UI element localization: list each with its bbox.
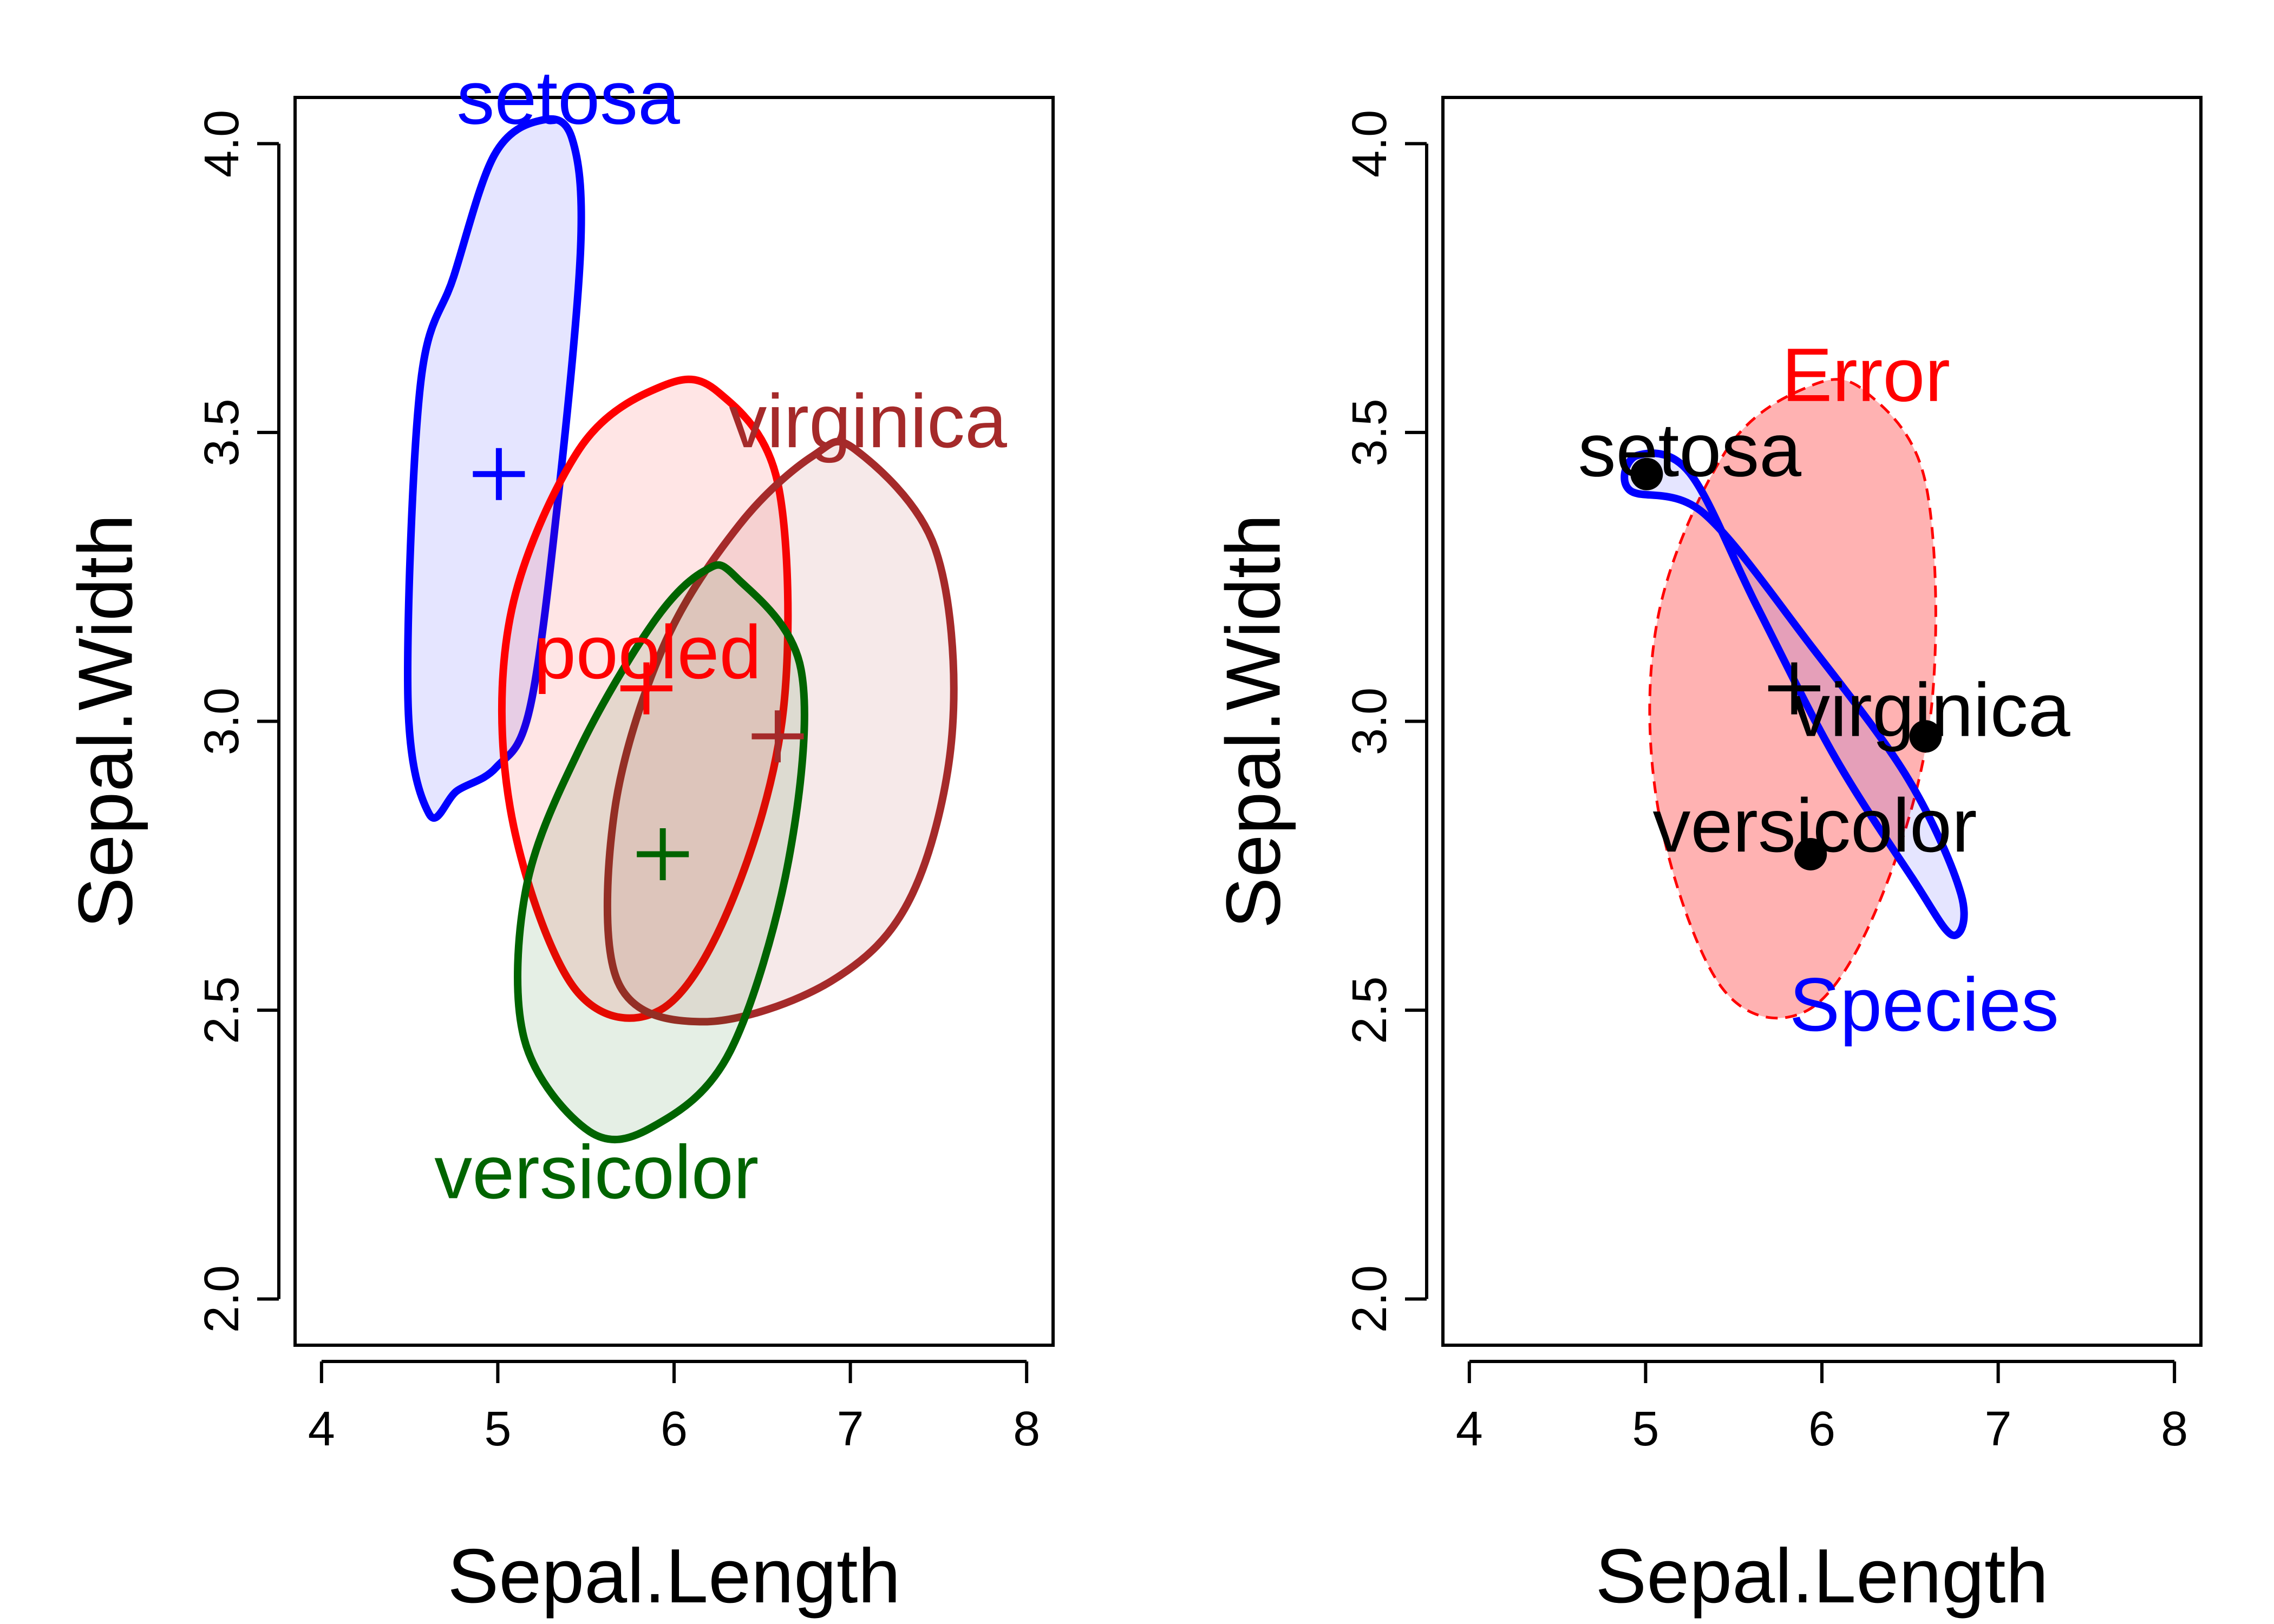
x-tick-label: 8 — [2161, 1402, 2188, 1456]
point-label-virginica: virginica — [1792, 667, 2070, 752]
x-tick-label: 7 — [837, 1402, 864, 1456]
y-tick-label: 2.0 — [1343, 1265, 1397, 1333]
y-tick-label: 3.0 — [1343, 687, 1397, 755]
x-tick-label: 6 — [1808, 1402, 1835, 1456]
x-tick-label: 8 — [1013, 1402, 1040, 1456]
y-tick-label: 2.0 — [195, 1265, 249, 1333]
label-species: Species — [1789, 962, 2059, 1047]
y-tick-label: 4.0 — [195, 110, 249, 178]
point-label-setosa: setosa — [1578, 407, 1802, 492]
x-tick-label: 6 — [661, 1402, 688, 1456]
y-tick-label: 2.5 — [195, 977, 249, 1044]
x-axis-label: Sepal.Length — [1596, 1533, 2049, 1619]
y-axis-label: Sepal.Width — [63, 514, 149, 929]
label-error: Error — [1782, 332, 1950, 417]
y-axis-label: Sepal.Width — [1211, 514, 1297, 929]
label-pooled: pooled — [534, 610, 761, 695]
x-tick-label: 5 — [484, 1402, 511, 1456]
x-axis-label: Sepal.Length — [448, 1533, 901, 1619]
x-tick-label: 4 — [308, 1402, 335, 1456]
label-versicolor: versicolor — [434, 1129, 759, 1214]
y-tick-label: 3.5 — [1343, 398, 1397, 466]
x-tick-label: 7 — [1985, 1402, 2012, 1456]
label-setosa: setosa — [456, 55, 680, 140]
x-tick-label: 5 — [1632, 1402, 1659, 1456]
label-virginica: virginica — [729, 378, 1007, 463]
y-tick-label: 2.5 — [1343, 977, 1397, 1044]
point-label-versicolor: versicolor — [1652, 783, 1977, 868]
x-tick-label: 4 — [1456, 1402, 1483, 1456]
y-tick-label: 4.0 — [1343, 110, 1397, 178]
y-tick-label: 3.0 — [195, 687, 249, 755]
y-tick-label: 3.5 — [195, 398, 249, 466]
